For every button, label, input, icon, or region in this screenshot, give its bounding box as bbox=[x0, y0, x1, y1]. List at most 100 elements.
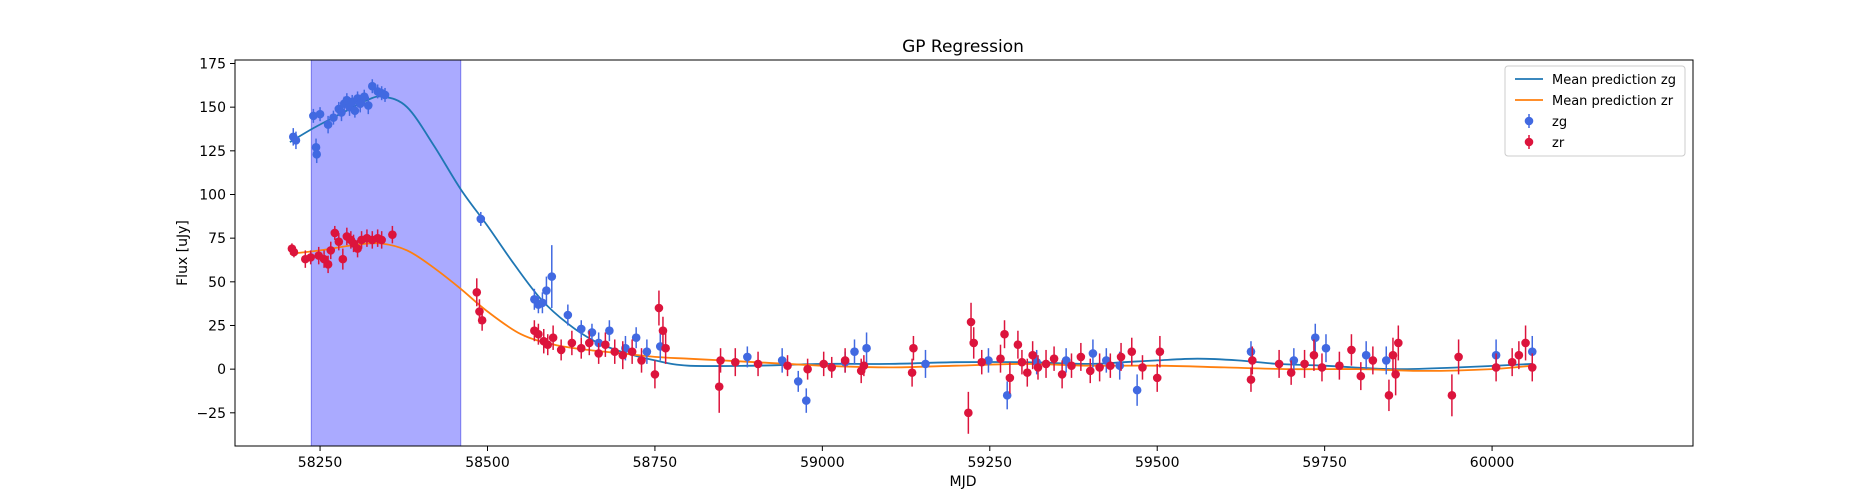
zr-point bbox=[1286, 360, 1296, 385]
zg-point bbox=[476, 211, 486, 226]
zr-marker bbox=[306, 253, 315, 262]
zg-marker bbox=[793, 377, 803, 386]
zg-point bbox=[363, 96, 373, 115]
zr-marker bbox=[1013, 340, 1023, 349]
zg-marker bbox=[563, 310, 573, 320]
legend-marker-swatch bbox=[1524, 137, 1534, 147]
zg-marker bbox=[605, 326, 614, 336]
zr-marker bbox=[1022, 368, 1032, 377]
zg-point bbox=[291, 131, 301, 150]
zg-point bbox=[323, 115, 333, 134]
zr-marker bbox=[977, 357, 987, 367]
zr-point bbox=[1347, 334, 1356, 366]
zr-point bbox=[1013, 330, 1023, 359]
zr-marker bbox=[966, 317, 976, 327]
zg-point bbox=[642, 339, 652, 364]
zr-point bbox=[827, 356, 837, 378]
zg-point bbox=[1132, 374, 1142, 406]
zr-point bbox=[477, 309, 487, 331]
zg-point bbox=[359, 89, 369, 104]
zg-point bbox=[315, 107, 325, 122]
zr-point bbox=[1057, 360, 1067, 389]
zr-point bbox=[1246, 367, 1256, 392]
zr-marker bbox=[907, 368, 917, 377]
zg-marker bbox=[329, 113, 338, 122]
zg-marker bbox=[1132, 385, 1142, 395]
x-axis-label: MJD bbox=[950, 474, 977, 490]
zr-point bbox=[783, 355, 792, 377]
zr-point bbox=[627, 339, 637, 364]
zr-point bbox=[1274, 349, 1284, 378]
zr-marker bbox=[964, 408, 973, 418]
zr-marker bbox=[1155, 347, 1165, 356]
zr-marker bbox=[1138, 363, 1147, 372]
zr-marker bbox=[1521, 338, 1530, 348]
zg-marker bbox=[315, 109, 325, 119]
zr-marker bbox=[1447, 391, 1457, 400]
zr-point bbox=[803, 358, 812, 380]
zr-point bbox=[353, 239, 362, 258]
legend-entry-mean-prediction-zg: Mean prediction zg bbox=[1515, 73, 1676, 88]
zg-marker bbox=[801, 396, 811, 405]
zr-marker bbox=[753, 359, 763, 369]
zr-point bbox=[548, 325, 558, 350]
zg-marker bbox=[323, 120, 333, 129]
zr-point bbox=[654, 290, 664, 326]
zr-point bbox=[1085, 358, 1095, 384]
zr-marker bbox=[584, 338, 594, 348]
mean-prediction-zg-line bbox=[289, 95, 1533, 371]
zr-marker bbox=[1335, 361, 1344, 370]
zr-point bbox=[730, 348, 740, 377]
zg-point bbox=[777, 348, 787, 373]
zr-marker bbox=[1095, 363, 1104, 372]
y-tick-label: 0 bbox=[217, 362, 226, 378]
zg-marker bbox=[984, 356, 993, 365]
zr-marker bbox=[477, 315, 487, 325]
zg-point bbox=[921, 349, 930, 378]
zg-point bbox=[850, 339, 859, 364]
zr-point bbox=[977, 349, 987, 375]
zr-marker bbox=[323, 260, 333, 269]
y-tick-label: 150 bbox=[199, 100, 226, 116]
zr-point bbox=[326, 241, 336, 260]
zr-marker bbox=[1116, 352, 1126, 362]
y-tick-label: 125 bbox=[199, 144, 226, 160]
zr-point bbox=[388, 225, 397, 244]
zg-marker bbox=[862, 343, 871, 353]
x-tick-label: 58500 bbox=[465, 455, 510, 471]
zr-point bbox=[907, 358, 917, 387]
zg-marker bbox=[1361, 350, 1371, 360]
zg-point bbox=[1361, 341, 1371, 370]
zr-point bbox=[377, 231, 386, 249]
zg-marker bbox=[476, 214, 486, 224]
zg-point bbox=[547, 245, 557, 309]
legend-entry-zg: zg bbox=[1524, 114, 1567, 130]
zg-point bbox=[563, 304, 573, 326]
zr-point bbox=[1335, 351, 1344, 380]
zr-point bbox=[909, 335, 918, 361]
zr-point bbox=[1095, 353, 1104, 382]
zg-marker bbox=[921, 359, 930, 369]
zr-point bbox=[601, 332, 610, 357]
zr-point bbox=[594, 342, 603, 364]
zg-marker bbox=[777, 356, 787, 365]
zr-marker bbox=[534, 329, 543, 339]
zg-marker bbox=[367, 81, 377, 91]
zr-marker bbox=[330, 228, 340, 238]
zg-marker bbox=[1246, 347, 1256, 356]
zr-marker bbox=[334, 237, 344, 246]
zg-marker bbox=[1310, 333, 1320, 343]
legend-entry-mean-prediction-zr: Mean prediction zr bbox=[1515, 94, 1674, 109]
zr-marker bbox=[377, 235, 386, 245]
zg-marker bbox=[642, 347, 652, 356]
zg-point bbox=[862, 332, 871, 364]
zr-marker bbox=[716, 356, 725, 365]
zr-marker bbox=[661, 343, 670, 353]
zr-point bbox=[306, 250, 315, 265]
zr-point bbox=[1005, 362, 1015, 394]
zg-marker bbox=[1381, 356, 1391, 365]
zr-marker bbox=[1274, 359, 1284, 369]
zr-point bbox=[1152, 363, 1162, 392]
zg-marker bbox=[850, 347, 859, 356]
zg-point bbox=[801, 388, 811, 413]
